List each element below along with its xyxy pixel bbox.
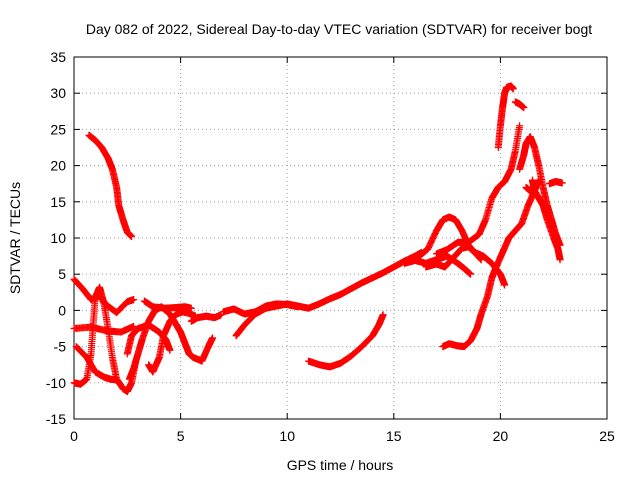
data-point xyxy=(467,270,475,278)
data-point xyxy=(477,256,485,264)
data-point xyxy=(209,334,217,342)
series-arc-12 xyxy=(232,248,426,340)
x-tick-label: 25 xyxy=(599,428,615,444)
data-point xyxy=(130,296,138,304)
series-arc-18 xyxy=(439,176,543,351)
axes: 0 5 10 15 20 25 -15 -10 -5 0 5 10 15 20 25 30 35 xyxy=(46,49,615,444)
y-tick-label: 15 xyxy=(50,194,66,210)
data-point xyxy=(520,104,528,112)
series-arc-16 xyxy=(422,243,485,271)
series-arc-1 xyxy=(85,131,136,241)
x-tick-label: 0 xyxy=(70,428,78,444)
series-arc-24 xyxy=(545,178,566,188)
series-arc-10 xyxy=(187,311,225,325)
y-tick-label: -10 xyxy=(46,375,66,391)
data-point xyxy=(558,179,566,187)
data-marks xyxy=(70,82,566,395)
data-point xyxy=(379,311,387,319)
x-axis-label: GPS time / hours xyxy=(287,457,394,473)
data-point xyxy=(556,256,564,264)
y-tick-label: 30 xyxy=(50,85,66,101)
data-point xyxy=(526,187,534,195)
x-tick-label: 10 xyxy=(279,428,295,444)
x-tick-label: 20 xyxy=(493,428,509,444)
y-tick-label: 5 xyxy=(58,266,66,282)
series-arc-3 xyxy=(70,322,138,336)
y-axis-label: SDTVAR / TECUs xyxy=(7,182,23,294)
data-point xyxy=(516,122,524,130)
data-point xyxy=(187,304,195,312)
series-arc-5 xyxy=(72,343,121,384)
data-point xyxy=(166,346,174,354)
y-tick-label: 35 xyxy=(50,49,66,65)
series-arc-23 xyxy=(522,183,534,195)
y-tick-label: 20 xyxy=(50,158,66,174)
series-arc-22 xyxy=(528,176,564,264)
series-arc-19 xyxy=(494,82,517,151)
series-arc-13 xyxy=(305,311,387,371)
y-tick-label: -15 xyxy=(46,411,66,427)
chart-title: Day 082 of 2022, Sidereal Day-to-day VTE… xyxy=(86,21,592,37)
series-arc-9 xyxy=(145,308,200,376)
y-tick-label: 0 xyxy=(58,302,66,318)
series-arc-20 xyxy=(511,98,528,112)
data-point xyxy=(113,376,121,384)
series-arc-21 xyxy=(516,133,564,249)
y-tick-label: 25 xyxy=(50,121,66,137)
data-point xyxy=(509,85,517,93)
data-point xyxy=(128,233,136,241)
x-tick-label: 15 xyxy=(386,428,402,444)
x-tick-label: 5 xyxy=(177,428,185,444)
data-point xyxy=(501,281,509,289)
series-arc-17 xyxy=(432,122,524,258)
y-tick-label: 10 xyxy=(50,230,66,246)
series-arc-8 xyxy=(125,303,217,383)
y-tick-label: -5 xyxy=(54,339,67,355)
data-point xyxy=(130,322,138,330)
